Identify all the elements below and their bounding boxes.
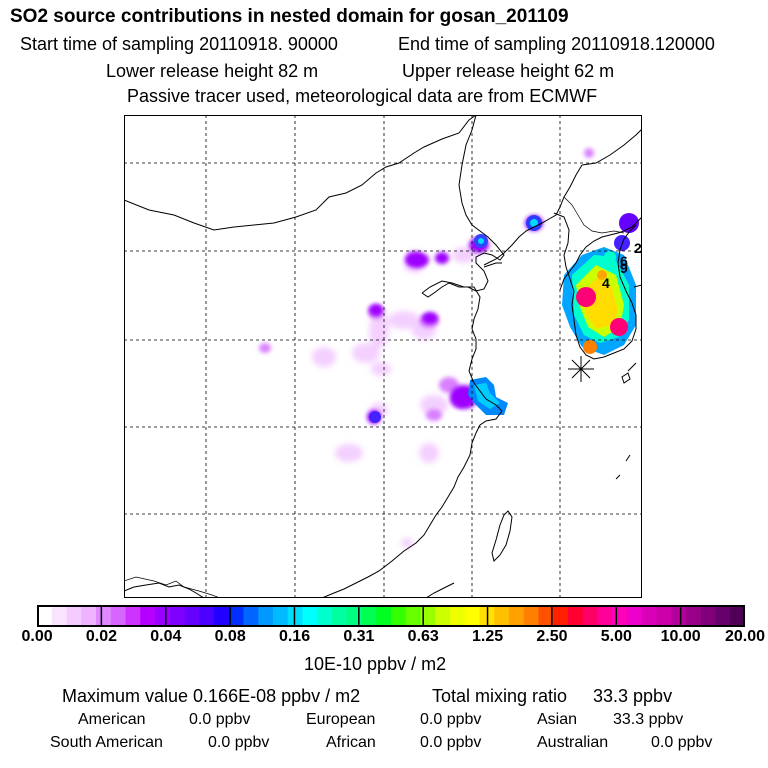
colorbar-swatch bbox=[464, 605, 481, 627]
region-value-australian: 0.0 ppbv bbox=[651, 734, 713, 751]
colorbar-swatch bbox=[568, 605, 584, 627]
colorbar-tick-label: 0.63 bbox=[407, 628, 439, 645]
upper-release-height: Upper release height 62 m bbox=[402, 61, 615, 81]
map-label-2: 2 bbox=[634, 240, 642, 256]
colorbar-tick-label: 0.04 bbox=[150, 628, 182, 645]
colorbar-swatch bbox=[66, 605, 82, 627]
colorbar-swatch bbox=[597, 605, 613, 627]
colorbar-swatch bbox=[243, 605, 259, 627]
region-name-american: American bbox=[78, 711, 146, 728]
region-value-south-american: 0.0 ppbv bbox=[208, 734, 270, 751]
colorbar-tick-label: 10.00 bbox=[660, 628, 701, 645]
receptor-marker bbox=[568, 356, 594, 382]
coastlines bbox=[124, 115, 642, 598]
korea-hotspot bbox=[562, 247, 636, 355]
lower-release-height: Lower release height 82 m bbox=[106, 61, 319, 81]
colorbar-tick-label: 0.31 bbox=[343, 628, 375, 645]
map-frame bbox=[124, 115, 642, 598]
colorbar-swatch bbox=[302, 605, 318, 627]
colorbar-swatch bbox=[715, 605, 731, 627]
map-label-9: 9 bbox=[620, 260, 628, 276]
colorbar-swatch bbox=[228, 605, 245, 627]
colorbar bbox=[37, 605, 745, 627]
colorbar-tick-label: 0.00 bbox=[21, 628, 53, 645]
region-value-european: 0.0 ppbv bbox=[420, 711, 482, 728]
colorbar-swatch bbox=[671, 605, 687, 627]
colorbar-tick-label: 0.08 bbox=[214, 628, 246, 645]
colorbar-tick-label: 1.25 bbox=[472, 628, 504, 645]
country-borders bbox=[124, 196, 625, 598]
start-time: Start time of sampling 20110918. 90000 bbox=[20, 34, 338, 54]
colorbar-swatch bbox=[96, 605, 112, 627]
colorbar-tick-label: 0.02 bbox=[85, 628, 117, 645]
colorbar-swatch bbox=[405, 605, 422, 627]
plot-title: SO2 source contributions in nested domai… bbox=[10, 6, 569, 27]
plume-strong bbox=[369, 213, 639, 423]
colorbar-tick-label: 0.16 bbox=[278, 628, 311, 645]
colorbar-tick-label: 5.00 bbox=[600, 628, 632, 645]
colorbar-swatch bbox=[450, 605, 466, 627]
colorbar-swatch bbox=[656, 605, 672, 627]
colorbar-swatch bbox=[391, 605, 407, 627]
data-info: Passive tracer used, meteorological data… bbox=[127, 86, 598, 106]
region-value-african: 0.0 ppbv bbox=[420, 734, 482, 751]
colorbar-swatch bbox=[700, 605, 717, 627]
colorbar-swatch bbox=[686, 605, 702, 627]
map-background bbox=[124, 115, 642, 598]
map-label-4: 4 bbox=[602, 275, 610, 291]
concentration-map: 2 6 9 4 bbox=[124, 115, 642, 598]
colorbar-swatch bbox=[538, 605, 554, 627]
region-name-australian: Australian bbox=[537, 734, 609, 751]
colorbar-swatch bbox=[214, 605, 230, 627]
region-name-south-american: South American bbox=[50, 734, 163, 751]
colorbar-swatch bbox=[317, 605, 333, 627]
end-time: End time of sampling 20110918.120000 bbox=[398, 34, 715, 54]
colorbar-tick-label: 2.50 bbox=[536, 628, 568, 645]
colorbar-swatch bbox=[553, 605, 569, 627]
colorbar-swatch bbox=[37, 605, 53, 627]
colorbar-swatch bbox=[582, 605, 599, 627]
colorbar-swatch bbox=[641, 605, 658, 627]
total-mixing-ratio-value: 33.3 ppbv bbox=[593, 686, 673, 706]
colorbar-tick-label: 20.00 bbox=[725, 628, 766, 645]
total-mixing-ratio-label: Total mixing ratio bbox=[432, 686, 568, 706]
colorbar-swatch bbox=[346, 605, 363, 627]
colorbar-swatch bbox=[287, 605, 304, 627]
colorbar-swatch bbox=[125, 605, 141, 627]
grid-lines bbox=[124, 115, 642, 598]
region-value-asian: 33.3 ppbv bbox=[613, 711, 684, 728]
colorbar-swatch bbox=[361, 605, 377, 627]
colorbar-swatch bbox=[332, 605, 348, 627]
colorbar-swatch bbox=[258, 605, 274, 627]
colorbar-swatch bbox=[435, 605, 451, 627]
region-name-asian: Asian bbox=[537, 711, 578, 728]
colorbar-swatch bbox=[155, 605, 171, 627]
region-name-african: African bbox=[326, 734, 376, 751]
colorbar-swatch bbox=[730, 605, 745, 627]
colorbar-swatch bbox=[612, 605, 628, 627]
colorbar-frame bbox=[37, 605, 745, 627]
colorbar-swatch bbox=[184, 605, 200, 627]
colorbar-swatch bbox=[273, 605, 289, 627]
region-name-european: European bbox=[306, 711, 376, 728]
map-label-6: 6 bbox=[620, 253, 628, 269]
colorbar-swatch bbox=[509, 605, 525, 627]
maximum-value: Maximum value 0.166E-08 ppbv / m2 bbox=[62, 686, 361, 706]
colorbar-swatch bbox=[523, 605, 540, 627]
colorbar-swatch bbox=[140, 605, 156, 627]
colorbar-swatch bbox=[199, 605, 215, 627]
colorbar-swatch bbox=[51, 605, 68, 627]
colorbar-swatch bbox=[494, 605, 510, 627]
colorbar-units: 10E-10 ppbv / m2 bbox=[304, 654, 447, 674]
colorbar-swatch bbox=[376, 605, 392, 627]
region-value-american: 0.0 ppbv bbox=[189, 711, 251, 728]
colorbar-swatch bbox=[81, 605, 97, 627]
colorbar-swatch bbox=[169, 605, 186, 627]
colorbar-swatch bbox=[420, 605, 436, 627]
colorbar-swatch bbox=[110, 605, 127, 627]
colorbar-swatch bbox=[627, 605, 643, 627]
